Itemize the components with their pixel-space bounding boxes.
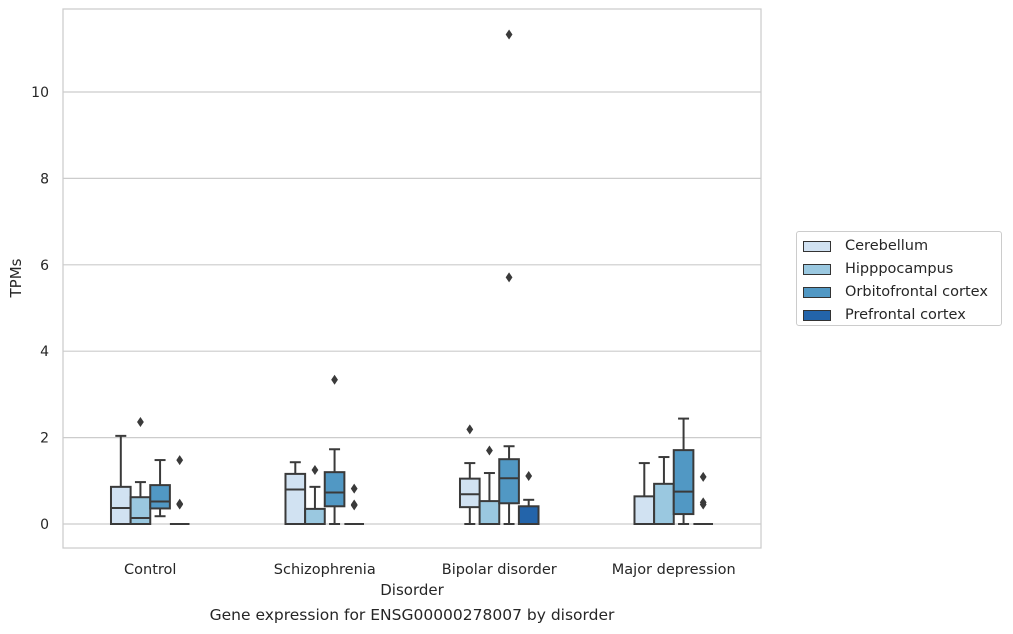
box-cerebellum bbox=[284, 461, 307, 525]
legend-label: Hipppocampus bbox=[845, 261, 954, 277]
outlier-point bbox=[311, 465, 319, 475]
x-axis-label: Disorder bbox=[380, 581, 444, 599]
box-prefrontal-cortex bbox=[169, 455, 190, 525]
outlier-point bbox=[699, 497, 707, 508]
x-tick-label: Major depression bbox=[612, 562, 736, 578]
outlier-point bbox=[137, 417, 144, 428]
box-plot-series bbox=[109, 29, 714, 526]
outlier-point bbox=[525, 471, 533, 482]
box-iqr bbox=[517, 505, 540, 525]
grid-lines bbox=[63, 91, 761, 525]
legend-item: Cerebellum bbox=[803, 237, 928, 255]
box-iqr bbox=[653, 482, 675, 526]
x-tick-label: Control bbox=[124, 562, 176, 578]
legend-swatch bbox=[803, 240, 831, 252]
y-axis-label: TPMs bbox=[7, 258, 25, 298]
box-cerebellum bbox=[633, 462, 656, 525]
box-iqr bbox=[129, 496, 152, 526]
box-hipppocampus bbox=[129, 417, 152, 526]
box-iqr bbox=[458, 477, 481, 509]
legend: Cerebellum Hipppocampus Orbitofrontal cort… bbox=[796, 231, 1002, 326]
box-iqr bbox=[498, 458, 520, 505]
box-orbitofrontal-cortex bbox=[149, 459, 171, 518]
box-cerebellum bbox=[109, 434, 132, 525]
box-iqr bbox=[478, 500, 501, 526]
box-iqr bbox=[304, 507, 326, 526]
x-tick-label: Bipolar disorder bbox=[442, 562, 557, 578]
outlier-point bbox=[176, 455, 184, 466]
box-iqr bbox=[284, 472, 307, 525]
legend-label: Cerebellum bbox=[845, 238, 929, 254]
box-prefrontal-cortex bbox=[344, 483, 365, 525]
outlier-point bbox=[486, 445, 493, 456]
box-hipppocampus bbox=[304, 465, 326, 526]
box-iqr bbox=[672, 449, 695, 516]
box-prefrontal-cortex bbox=[693, 471, 714, 525]
box-cerebellum bbox=[458, 424, 481, 525]
legend-swatch bbox=[803, 309, 831, 321]
x-tick-label: Schizophrenia bbox=[274, 562, 376, 578]
y-tick-label: 4 bbox=[40, 344, 49, 360]
box-prefrontal-cortex bbox=[517, 471, 540, 525]
box-orbitofrontal-cortex bbox=[323, 374, 346, 525]
box-iqr bbox=[323, 471, 346, 508]
box-iqr bbox=[149, 484, 171, 510]
legend-item: Hipppocampus bbox=[803, 260, 953, 278]
outlier-point bbox=[350, 499, 358, 510]
legend-item: Prefrontal cortex bbox=[803, 306, 966, 324]
box-hipppocampus bbox=[653, 456, 675, 526]
legend-label: Orbitofrontal cortex bbox=[845, 284, 988, 300]
y-tick-label: 0 bbox=[40, 517, 49, 533]
y-tick-label: 6 bbox=[40, 258, 49, 274]
legend-swatch bbox=[803, 263, 831, 275]
box-iqr bbox=[633, 495, 656, 525]
box-orbitofrontal-cortex bbox=[672, 417, 695, 525]
outlier-point bbox=[331, 374, 338, 385]
box-orbitofrontal-cortex bbox=[498, 29, 520, 525]
outlier-point bbox=[350, 483, 358, 494]
legend-label: Prefrontal cortex bbox=[845, 307, 966, 323]
outlier-point bbox=[699, 471, 707, 482]
chart-caption: Gene expression for ENSG00000278007 by d… bbox=[209, 606, 615, 624]
y-tick-label: 2 bbox=[40, 431, 49, 447]
legend-swatch bbox=[803, 286, 831, 298]
x-axis-ticks: Control Schizophrenia Bipolar disorder Majo… bbox=[124, 562, 736, 578]
outlier-point bbox=[505, 272, 513, 283]
box-hipppocampus bbox=[478, 445, 501, 526]
box-iqr bbox=[109, 485, 132, 525]
y-tick-label: 8 bbox=[40, 171, 49, 187]
y-tick-label: 10 bbox=[31, 85, 49, 101]
outlier-point bbox=[466, 424, 474, 435]
legend-item: Orbitofrontal cortex bbox=[803, 283, 988, 301]
outlier-point bbox=[505, 29, 513, 40]
plot-area-frame bbox=[62, 8, 762, 549]
y-axis-ticks: 0 2 4 6 8 10 bbox=[31, 85, 49, 533]
outlier-point bbox=[176, 498, 184, 509]
